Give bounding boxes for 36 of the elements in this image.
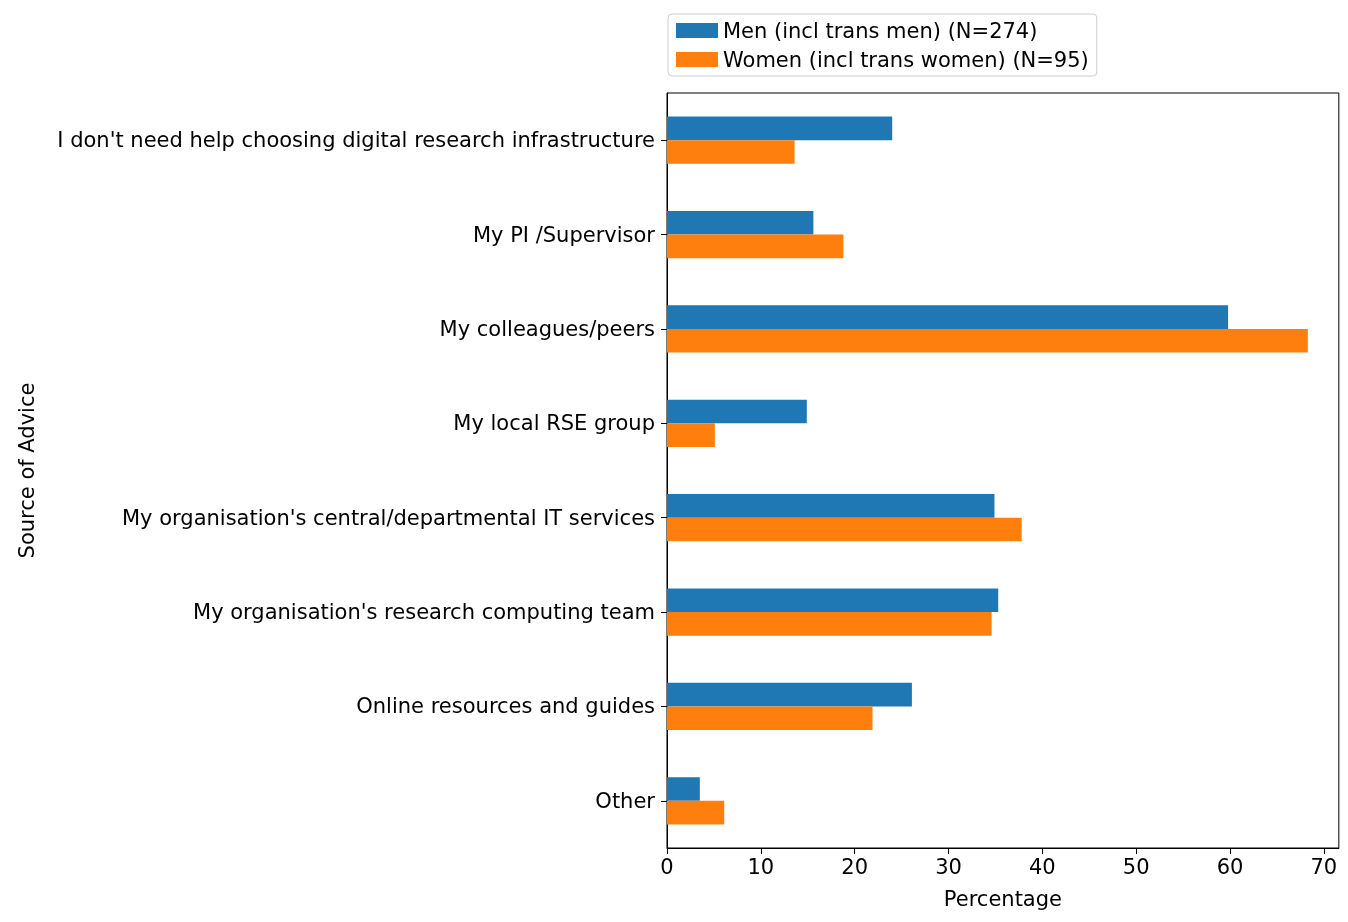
y-tick-label: My organisation's research computing team (193, 600, 655, 625)
y-tick-label: My PI /Supervisor (472, 222, 656, 247)
y-tick-label: Other (595, 788, 656, 813)
legend-label: Women (incl trans women) (N=95) (723, 47, 1089, 72)
bar (667, 305, 1229, 329)
bar (667, 234, 844, 259)
bar (667, 706, 873, 731)
x-tick-label: 50 (1122, 854, 1150, 879)
x-tick-label: 10 (747, 854, 775, 879)
x-axis-title: Percentage (943, 886, 1062, 911)
bar (667, 612, 992, 636)
legend-label: Men (incl trans men) (N=274) (723, 18, 1038, 43)
bar (667, 399, 807, 424)
y-tick-label: My local RSE group (453, 411, 655, 436)
bar (667, 210, 814, 235)
y-tick-label: My colleagues/peers (439, 316, 655, 341)
bar (667, 588, 999, 613)
bar (667, 777, 700, 801)
x-tick-label: 20 (841, 854, 869, 879)
y-tick-label: My organisation's central/departmental IT services (122, 505, 655, 530)
x-tick-label: 40 (1028, 854, 1056, 879)
y-tick-label: Online resources and guides (356, 694, 655, 719)
x-tick-label: 60 (1216, 854, 1244, 879)
bar (667, 682, 912, 707)
bar (667, 494, 995, 518)
x-tick-label: 70 (1310, 854, 1338, 879)
bar (667, 116, 893, 141)
bar (667, 140, 795, 164)
bar (667, 800, 725, 825)
x-tick-label: 0 (660, 854, 674, 879)
bar (667, 423, 715, 447)
x-tick-label: 30 (935, 854, 962, 879)
y-axis-title: Source of Advice (14, 382, 39, 559)
bar (667, 517, 1022, 542)
bar (667, 328, 1308, 353)
y-tick-label: I don't need help choosing digital research infrastructure (57, 128, 655, 153)
